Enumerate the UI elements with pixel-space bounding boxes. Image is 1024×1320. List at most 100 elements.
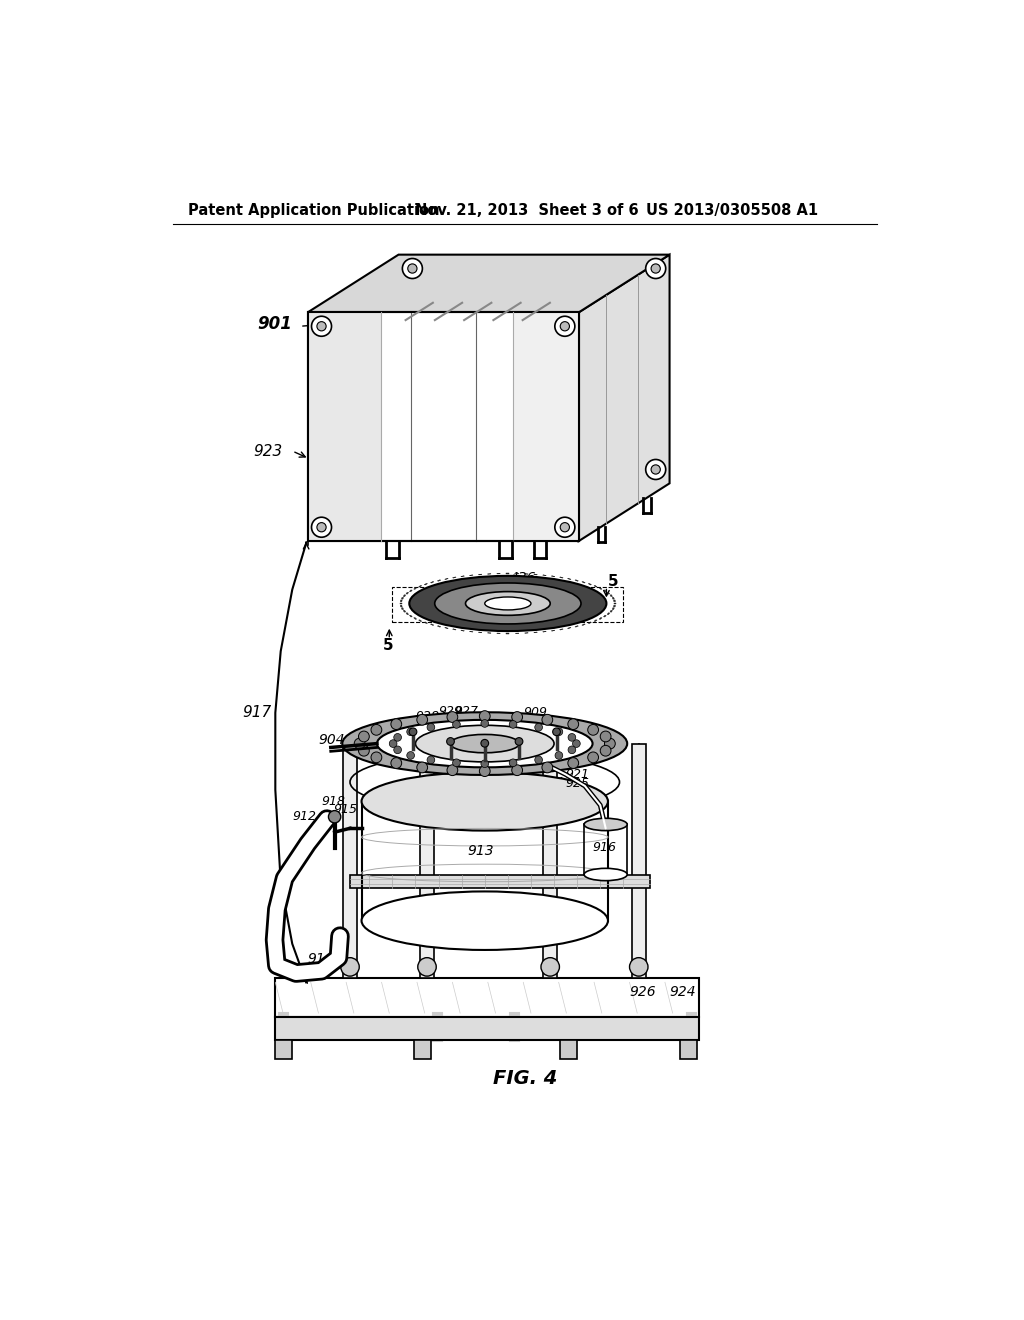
Polygon shape — [607, 593, 609, 594]
Text: 902: 902 — [550, 726, 574, 739]
Polygon shape — [582, 582, 586, 583]
Polygon shape — [582, 624, 586, 626]
Polygon shape — [410, 615, 413, 616]
Circle shape — [453, 759, 461, 767]
Polygon shape — [307, 313, 579, 541]
Circle shape — [568, 746, 575, 754]
Circle shape — [535, 756, 543, 764]
Circle shape — [447, 711, 458, 722]
Polygon shape — [430, 582, 434, 583]
Polygon shape — [567, 627, 571, 628]
Polygon shape — [424, 622, 427, 623]
Polygon shape — [610, 610, 612, 612]
Polygon shape — [612, 598, 614, 599]
Text: Patent Application Publication: Patent Application Publication — [188, 203, 440, 218]
Circle shape — [555, 751, 563, 759]
Polygon shape — [612, 607, 614, 610]
Polygon shape — [400, 601, 402, 602]
Ellipse shape — [435, 583, 581, 624]
Polygon shape — [544, 743, 557, 978]
Circle shape — [560, 523, 569, 532]
Polygon shape — [594, 586, 597, 587]
Text: Nov. 21, 2013  Sheet 3 of 6: Nov. 21, 2013 Sheet 3 of 6 — [416, 203, 639, 218]
Circle shape — [568, 758, 579, 768]
Text: 928: 928 — [416, 710, 439, 723]
Polygon shape — [420, 743, 434, 978]
Text: 430: 430 — [477, 577, 504, 590]
Polygon shape — [437, 579, 440, 581]
Circle shape — [371, 752, 382, 763]
Polygon shape — [607, 612, 609, 615]
Ellipse shape — [361, 891, 608, 950]
Polygon shape — [613, 601, 615, 602]
Circle shape — [354, 738, 365, 748]
Text: 915: 915 — [333, 803, 357, 816]
Circle shape — [568, 734, 575, 742]
Circle shape — [417, 714, 428, 725]
Text: 5: 5 — [382, 638, 393, 652]
Circle shape — [389, 739, 397, 747]
Circle shape — [316, 523, 326, 532]
Ellipse shape — [342, 713, 628, 775]
Circle shape — [553, 727, 560, 735]
Polygon shape — [567, 578, 571, 579]
Polygon shape — [574, 579, 579, 581]
Text: 904: 904 — [318, 733, 345, 747]
Circle shape — [407, 727, 415, 735]
Polygon shape — [410, 590, 413, 591]
Polygon shape — [594, 620, 597, 622]
Polygon shape — [275, 1040, 292, 1059]
Polygon shape — [610, 595, 612, 597]
Text: 913: 913 — [468, 845, 495, 858]
Circle shape — [481, 719, 488, 727]
Circle shape — [479, 710, 490, 722]
Polygon shape — [275, 978, 698, 1016]
Polygon shape — [588, 622, 592, 623]
Circle shape — [311, 517, 332, 537]
Circle shape — [651, 465, 660, 474]
Polygon shape — [307, 313, 381, 541]
Polygon shape — [401, 598, 403, 599]
Polygon shape — [307, 255, 670, 313]
Polygon shape — [444, 627, 449, 628]
Text: 930: 930 — [539, 715, 562, 729]
Ellipse shape — [410, 576, 606, 631]
Circle shape — [512, 711, 522, 722]
Polygon shape — [406, 593, 409, 594]
Circle shape — [572, 739, 581, 747]
Circle shape — [555, 317, 574, 337]
Polygon shape — [414, 1040, 431, 1059]
Circle shape — [329, 810, 341, 822]
Circle shape — [408, 264, 417, 273]
Polygon shape — [613, 605, 615, 607]
Polygon shape — [401, 607, 403, 610]
Polygon shape — [350, 875, 650, 888]
Text: 5: 5 — [608, 574, 618, 590]
Polygon shape — [437, 626, 440, 627]
Circle shape — [542, 762, 553, 772]
Ellipse shape — [584, 869, 628, 880]
Polygon shape — [275, 1016, 698, 1040]
Text: 921: 921 — [565, 768, 590, 781]
Circle shape — [481, 760, 488, 768]
Circle shape — [371, 725, 382, 735]
Circle shape — [417, 762, 428, 772]
Circle shape — [427, 723, 435, 731]
Text: 911: 911 — [364, 738, 390, 752]
Circle shape — [481, 739, 488, 747]
Circle shape — [600, 731, 611, 742]
Circle shape — [646, 259, 666, 279]
Circle shape — [418, 958, 436, 977]
Text: 436: 436 — [509, 572, 536, 585]
Circle shape — [630, 958, 648, 977]
Circle shape — [509, 759, 517, 767]
Text: 901: 901 — [258, 315, 293, 333]
Ellipse shape — [584, 818, 628, 830]
Text: 929: 929 — [438, 705, 463, 718]
Polygon shape — [419, 620, 422, 622]
Text: 914: 914 — [307, 952, 334, 966]
Circle shape — [542, 714, 553, 725]
Polygon shape — [430, 624, 434, 626]
Bar — [392, 587, 624, 622]
Circle shape — [402, 259, 422, 279]
